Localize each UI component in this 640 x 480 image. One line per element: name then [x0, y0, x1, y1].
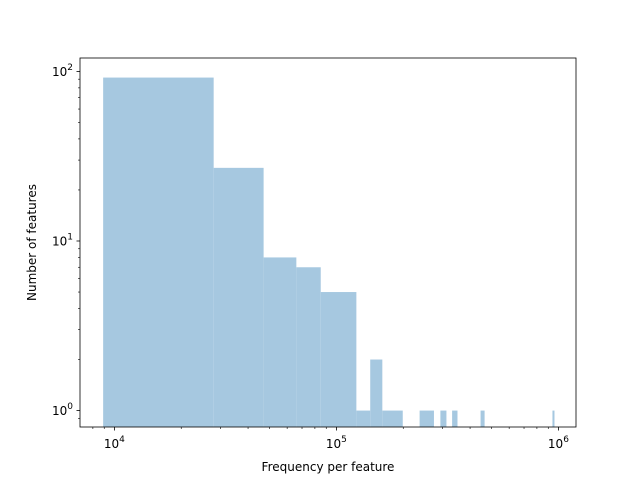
y-axis-label: Number of features — [25, 184, 39, 301]
y-tick-label: 102 — [52, 63, 73, 79]
histogram-bar — [296, 267, 321, 427]
y-tick-label: 100 — [52, 402, 73, 418]
histogram-bar — [452, 410, 458, 427]
histogram-bar — [103, 77, 214, 427]
histogram-bar — [370, 359, 383, 427]
x-tick-label: 106 — [548, 435, 569, 451]
axes-frame — [79, 57, 577, 428]
histogram-bar — [419, 410, 434, 427]
histogram-bar — [320, 292, 357, 427]
histogram-bars — [103, 77, 555, 427]
x-axis-ticks: 104 105 106 — [92, 427, 569, 451]
histogram-bar — [382, 410, 403, 427]
y-axis-ticks: 100 101 102 — [52, 63, 80, 419]
y-tick-label: 101 — [52, 232, 73, 248]
histogram-bar — [440, 410, 447, 427]
histogram-bar — [552, 410, 555, 427]
histogram-bar — [263, 257, 297, 427]
histogram-bar — [213, 167, 264, 427]
x-tick-label: 105 — [326, 435, 347, 451]
histogram-bar — [480, 410, 485, 427]
x-axis-label: Frequency per feature — [262, 460, 395, 474]
x-tick-label: 104 — [104, 435, 125, 451]
histogram-bar — [356, 410, 371, 427]
